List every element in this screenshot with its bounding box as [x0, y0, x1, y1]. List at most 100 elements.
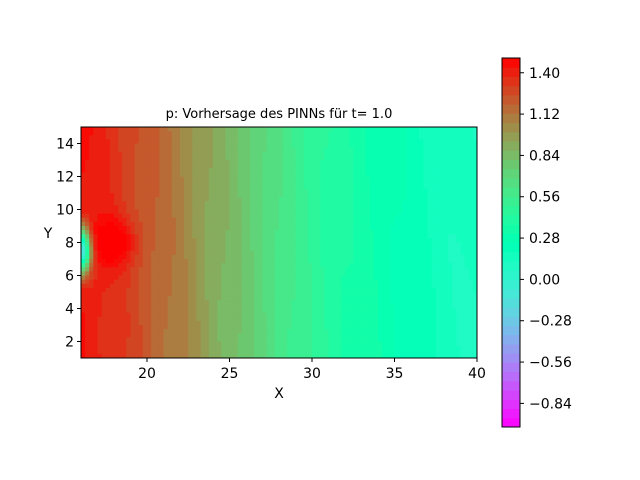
heatmap-cell: [439, 217, 445, 223]
heatmap-cell: [151, 254, 156, 260]
heatmap-cell: [332, 341, 338, 347]
heatmap-cell: [155, 287, 160, 293]
heatmap-cell: [262, 254, 268, 260]
heatmap-cell: [316, 320, 321, 326]
heatmap-cell: [365, 205, 371, 211]
heatmap-cell: [101, 242, 107, 248]
heatmap-cell: [130, 205, 136, 211]
heatmap-cell: [378, 131, 383, 136]
heatmap-cell: [109, 205, 115, 211]
heatmap-cell: [134, 131, 140, 136]
heatmap-cell: [316, 234, 321, 239]
heatmap-cell: [274, 205, 280, 211]
heatmap-cell: [336, 292, 342, 297]
heatmap-cell: [419, 188, 424, 194]
heatmap-cell: [155, 300, 160, 305]
heatmap-cell: [266, 127, 272, 132]
heatmap-cell: [369, 221, 375, 227]
heatmap-cell: [336, 147, 342, 153]
heatmap-cell: [250, 188, 255, 194]
heatmap-cell: [373, 279, 379, 285]
heatmap-cell: [345, 168, 350, 173]
heatmap-cell: [435, 300, 441, 305]
heatmap-cell: [419, 180, 424, 186]
heatmap-cell: [204, 353, 210, 358]
heatmap-cell: [270, 267, 276, 272]
heatmap-cell: [444, 131, 449, 136]
heatmap-cell: [89, 246, 94, 252]
heatmap-cell: [427, 209, 433, 215]
heatmap-cell: [262, 155, 268, 161]
heatmap-cell: [357, 316, 363, 322]
heatmap-cell: [85, 337, 90, 343]
heatmap-cell: [221, 267, 226, 272]
heatmap-cell: [254, 267, 259, 272]
heatmap-cell: [435, 184, 441, 190]
heatmap-cell: [303, 164, 309, 169]
heatmap-cell: [423, 188, 429, 194]
heatmap-cell: [171, 131, 177, 136]
heatmap-cell: [279, 172, 284, 178]
heatmap-cell: [109, 201, 115, 206]
heatmap-cell: [204, 238, 210, 244]
heatmap-cell: [200, 238, 206, 244]
heatmap-cell: [163, 329, 169, 334]
heatmap-cell: [97, 168, 103, 173]
heatmap-cell: [431, 308, 437, 314]
heatmap-cell: [109, 312, 115, 318]
heatmap-cell: [246, 304, 251, 310]
heatmap-cell: [398, 296, 404, 301]
heatmap-cell: [369, 341, 375, 347]
heatmap-cell: [200, 325, 206, 330]
heatmap-cell: [101, 254, 107, 260]
heatmap-cell: [390, 135, 396, 140]
heatmap-cell: [431, 234, 437, 239]
heatmap-cell: [419, 127, 424, 132]
heatmap-cell: [439, 325, 445, 330]
heatmap-cell: [237, 168, 243, 173]
heatmap-cell: [299, 267, 305, 272]
heatmap-cell: [390, 250, 396, 256]
heatmap-cell: [241, 341, 247, 347]
heatmap-cell: [378, 304, 383, 310]
heatmap-cell: [320, 279, 325, 285]
heatmap-cell: [151, 279, 156, 285]
heatmap-cell: [340, 205, 346, 211]
heatmap-cell: [225, 139, 231, 145]
heatmap-cell: [241, 184, 247, 190]
heatmap-cell: [439, 201, 445, 206]
heatmap-cell: [109, 151, 115, 157]
heatmap-cell: [204, 226, 210, 231]
heatmap-cell: [291, 234, 297, 239]
heatmap-cell: [411, 164, 416, 169]
heatmap-cell: [163, 151, 169, 157]
heatmap-cell: [254, 151, 259, 157]
heatmap-cell: [134, 275, 140, 281]
heatmap-cell: [101, 131, 107, 136]
heatmap-cell: [411, 172, 416, 178]
heatmap-cell: [320, 230, 325, 235]
heatmap-cell: [262, 188, 268, 194]
heatmap-cell: [85, 205, 90, 211]
heatmap-cell: [97, 127, 103, 132]
heatmap-cell: [382, 205, 387, 211]
heatmap-cell: [126, 283, 132, 289]
heatmap-cell: [357, 349, 363, 355]
heatmap-cell: [262, 337, 268, 343]
heatmap-cell: [175, 300, 181, 305]
heatmap-cell: [316, 325, 321, 330]
heatmap-cell: [246, 341, 251, 347]
heatmap-cell: [378, 325, 383, 330]
heatmap-cell: [291, 263, 297, 268]
heatmap-cell: [134, 292, 140, 297]
heatmap-cell: [332, 127, 338, 132]
heatmap-cell: [200, 349, 206, 355]
heatmap-cell: [431, 180, 437, 186]
heatmap-cell: [151, 349, 156, 355]
heatmap-cell: [167, 217, 173, 223]
heatmap-cell: [184, 259, 189, 264]
heatmap-cell: [217, 234, 222, 239]
heatmap-cell: [378, 160, 383, 165]
heatmap-cell: [221, 341, 226, 347]
heatmap-cell: [324, 168, 330, 173]
